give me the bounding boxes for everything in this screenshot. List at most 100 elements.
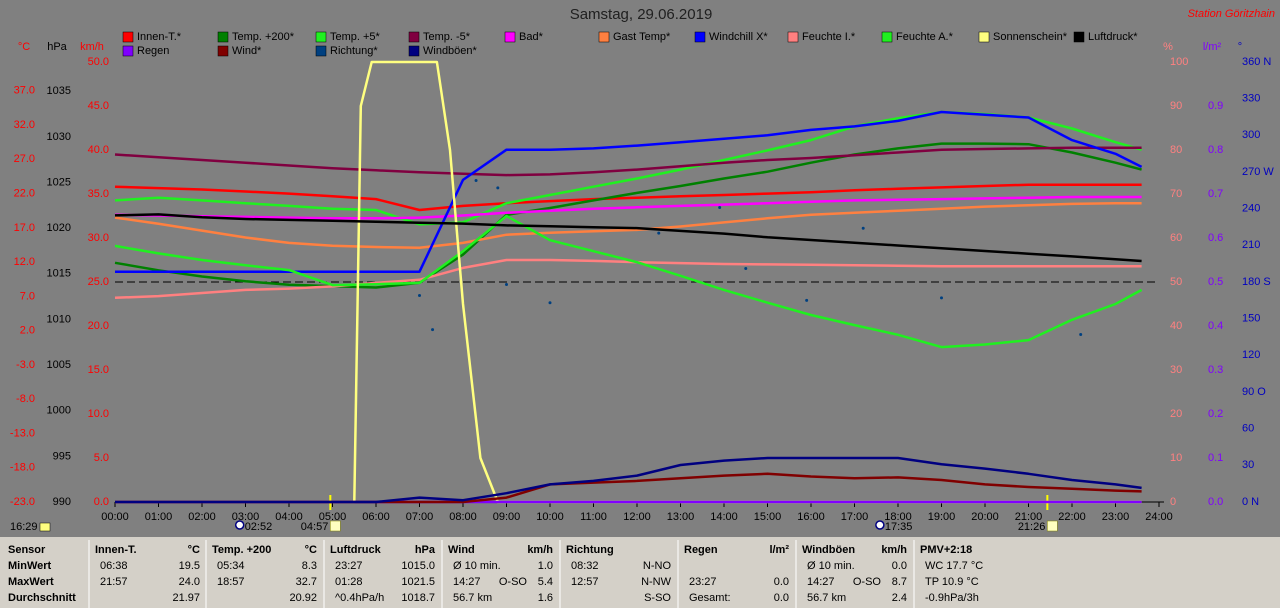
y-tick-label: 0.5 xyxy=(1208,276,1223,288)
table-row-label: MinWert xyxy=(8,560,52,572)
y-tick-label: -13.0 xyxy=(10,427,35,439)
legend-label: Bad* xyxy=(519,31,544,43)
y-tick-label: 1020 xyxy=(47,222,71,234)
direction-dot xyxy=(1079,333,1083,337)
moon-icon xyxy=(875,520,885,530)
x-tick-label: 10:00 xyxy=(536,511,564,523)
table-row-label: MaxWert xyxy=(8,576,54,588)
table-cell: WC 17.7 °C xyxy=(925,560,983,572)
y-tick-label: 0.3 xyxy=(1208,364,1223,376)
x-tick-label: 13:00 xyxy=(667,511,695,523)
y-tick-label: 270 W xyxy=(1242,166,1274,178)
table-background xyxy=(0,537,1280,608)
direction-dot xyxy=(431,328,435,332)
y-tick-label: 0.2 xyxy=(1208,408,1223,420)
y-tick-label: 120 xyxy=(1242,349,1260,361)
y-tick-label: 60 xyxy=(1242,423,1254,435)
y-tick-label: 40.0 xyxy=(88,144,109,156)
y-tick-label: 40 xyxy=(1170,320,1182,332)
legend-swatch xyxy=(978,31,990,43)
x-tick-label: 21:00 xyxy=(1015,511,1043,523)
y-tick-label: 45.0 xyxy=(88,100,109,112)
y-tick-label: 0.1 xyxy=(1208,452,1223,464)
table-cell: 1.0 xyxy=(538,560,553,572)
y-tick-label: 30.0 xyxy=(88,232,109,244)
y-tick-label: 60 xyxy=(1170,232,1182,244)
y-tick-label: 70 xyxy=(1170,188,1182,200)
legend-swatch xyxy=(408,45,420,57)
table-cell: 19.5 xyxy=(179,560,200,572)
y-tick-label: 180 S xyxy=(1242,276,1271,288)
corner-label: 16:29 xyxy=(10,521,38,533)
y-tick-label: 12.0 xyxy=(14,256,35,268)
y-tick-label: 300 xyxy=(1242,129,1260,141)
y-tick-label: 0.0 xyxy=(94,496,109,508)
moon-icon xyxy=(234,520,245,530)
y-tick-label: 1030 xyxy=(47,131,71,143)
table-cell: 56.7 km xyxy=(453,592,492,604)
x-tick-label: 18:00 xyxy=(884,511,912,523)
station-name: Station Göritzhain xyxy=(1188,8,1275,20)
sun-icon xyxy=(330,520,341,532)
legend-label: Luftdruck* xyxy=(1088,31,1138,43)
x-tick-label: 16:00 xyxy=(797,511,825,523)
legend-swatch xyxy=(504,31,516,43)
legend-label: Feuchte I.* xyxy=(802,31,856,43)
series-line xyxy=(114,183,1142,212)
y-tick-label: 0 N xyxy=(1242,496,1259,508)
legend-swatch xyxy=(217,45,229,57)
table-cell: 18:57 xyxy=(217,576,245,588)
y-tick-label: 22.0 xyxy=(14,187,35,199)
table-unit: °C xyxy=(188,544,200,556)
y-tick-label: 995 xyxy=(53,450,71,462)
x-tick-label: 01:00 xyxy=(145,511,173,523)
legend-label: Windchill X* xyxy=(709,31,768,43)
y-tick-label: 50.0 xyxy=(88,56,109,68)
axis-title: ° xyxy=(1238,41,1242,53)
x-tick-label: 22:00 xyxy=(1058,511,1086,523)
x-tick-label: 19:00 xyxy=(928,511,956,523)
direction-dot xyxy=(861,226,865,230)
table-cell: 08:32 xyxy=(571,560,599,572)
y-tick-label: -3.0 xyxy=(16,359,35,371)
y-tick-label: 90 xyxy=(1170,100,1182,112)
x-tick-label: 09:00 xyxy=(493,511,521,523)
y-tick-label: 1010 xyxy=(47,313,71,325)
legend-swatch xyxy=(1073,31,1085,43)
table-cell: ^0.4hPa/h xyxy=(335,592,384,604)
x-tick-label: 06:00 xyxy=(362,511,390,523)
direction-dot xyxy=(548,301,552,305)
series-line xyxy=(114,214,1143,349)
chart-title: Samstag, 29.06.2019 xyxy=(570,6,713,23)
x-tick-label: 07:00 xyxy=(406,511,434,523)
y-tick-label: 150 xyxy=(1242,313,1260,325)
legend-swatch xyxy=(122,31,134,43)
table-cell: Ø 10 min. xyxy=(807,560,855,572)
moon-icon xyxy=(39,522,51,532)
legend-swatch xyxy=(598,31,610,43)
axis-title: °C xyxy=(18,41,30,53)
direction-dot xyxy=(940,296,943,300)
y-tick-label: 90 O xyxy=(1242,386,1266,398)
series-line xyxy=(114,195,1142,220)
table-cell: 01:28 xyxy=(335,576,363,588)
x-tick-label: 11:00 xyxy=(580,511,607,523)
table-cell: 1021.5 xyxy=(401,576,435,588)
y-tick-label: 360 N xyxy=(1242,56,1271,68)
x-tick-label: 24:00 xyxy=(1145,511,1173,523)
table-cell: Ø 10 min. xyxy=(453,560,501,572)
legend-label: Gast Temp* xyxy=(613,31,671,43)
table-cell: 0.0 xyxy=(774,576,789,588)
x-tick-label: 08:00 xyxy=(449,511,477,523)
legend-swatch xyxy=(408,31,420,43)
legend-swatch xyxy=(881,31,893,43)
y-tick-label: 0.4 xyxy=(1208,320,1223,332)
table-cell: 20.92 xyxy=(289,592,317,604)
y-tick-label: 1005 xyxy=(47,359,71,371)
y-tick-label: 10.0 xyxy=(88,408,109,420)
y-tick-label: 32.0 xyxy=(14,119,35,131)
legend-label: Innen-T.* xyxy=(137,31,182,43)
y-tick-label: 0.9 xyxy=(1208,100,1223,112)
